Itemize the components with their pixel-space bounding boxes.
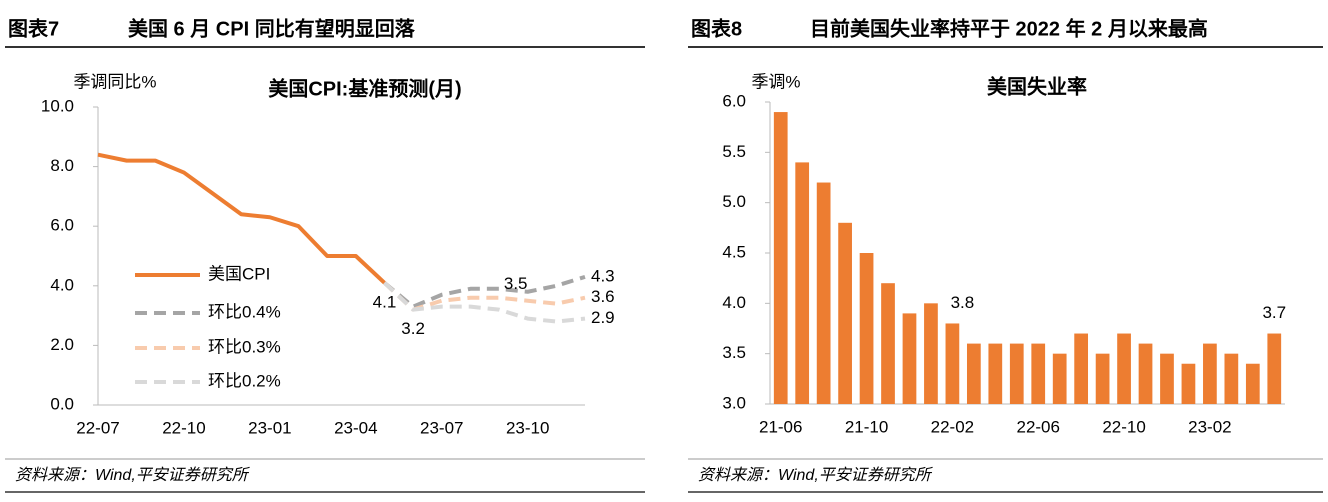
y-tick-label: 3.5 <box>722 343 746 362</box>
x-tick-label: 23-07 <box>420 418 463 437</box>
bar <box>924 303 938 404</box>
legend-label: 环比0.2% <box>208 371 281 390</box>
bar <box>945 323 960 404</box>
y-tick-label: 5.5 <box>722 142 746 161</box>
line-series <box>383 281 586 324</box>
data-label: 4.3 <box>591 266 615 285</box>
bar <box>1074 333 1089 404</box>
x-tick-label: 23-04 <box>334 418 377 437</box>
bar <box>1267 333 1282 404</box>
y-tick-label: 6.0 <box>50 216 74 235</box>
x-tick-label: 23-02 <box>1188 417 1231 436</box>
source: 资料来源：Wind,平安证券研究所 <box>15 466 251 484</box>
y-tick-label: 3.0 <box>722 393 746 412</box>
line-series <box>97 152 386 285</box>
bar <box>966 343 981 404</box>
x-tick-label: 22-10 <box>1102 417 1145 436</box>
bar <box>1009 343 1024 404</box>
bar <box>902 313 917 404</box>
x-tick-label: 22-02 <box>931 417 974 436</box>
bar <box>838 222 852 404</box>
data-label: 2.9 <box>591 308 615 327</box>
legend-label: 美国CPI <box>208 264 270 283</box>
x-tick-label: 23-10 <box>506 418 549 437</box>
bar <box>881 283 895 404</box>
figure-heading: 美国 6 月 CPI 同比有望明显回落 <box>128 16 416 40</box>
legend-label: 环比0.4% <box>208 302 281 321</box>
bar <box>1245 363 1260 404</box>
x-tick-label: 21-06 <box>759 417 802 436</box>
bar <box>1181 363 1196 404</box>
y-tick-label: 2.0 <box>50 335 74 354</box>
data-label: 3.6 <box>591 287 615 306</box>
bar <box>988 343 1003 404</box>
x-tick-label: 23-01 <box>248 418 291 437</box>
data-label: 3.7 <box>1262 303 1286 322</box>
y-tick-label: 0.0 <box>50 394 74 413</box>
chart-title: 美国失业率 <box>987 74 1087 98</box>
bar <box>1052 353 1067 404</box>
bar <box>1160 353 1174 404</box>
bar <box>1224 353 1239 404</box>
x-tick-label: 22-10 <box>162 418 205 437</box>
data-label: 3.2 <box>401 319 425 338</box>
y-tick-label: 4.0 <box>722 293 746 312</box>
bar <box>1117 333 1131 404</box>
figure-label: 图表8 <box>691 16 742 40</box>
y-tick-label: 6.0 <box>722 91 746 110</box>
bar <box>1203 343 1217 404</box>
x-tick-label: 22-07 <box>76 418 119 437</box>
bar <box>1095 353 1110 404</box>
data-label: 3.8 <box>951 293 975 312</box>
chart-title: 美国CPI:基准预测(月) <box>268 76 461 100</box>
source: 资料来源：Wind,平安证券研究所 <box>698 466 934 484</box>
y-axis-label: 季调同比% <box>73 72 156 91</box>
figure-heading: 目前美国失业率持平于 2022 年 2 月以来最高 <box>810 16 1208 40</box>
figure-label: 图表7 <box>8 16 59 40</box>
bar <box>1031 343 1046 404</box>
bar <box>773 112 788 405</box>
x-tick-label: 21-10 <box>845 417 888 436</box>
bar <box>1138 343 1153 404</box>
y-tick-label: 4.5 <box>722 242 746 261</box>
y-tick-label: 4.0 <box>50 275 74 294</box>
y-tick-label: 8.0 <box>50 156 74 175</box>
data-label: 4.1 <box>373 292 397 311</box>
y-tick-label: 10.0 <box>41 96 74 115</box>
line-series <box>383 274 586 309</box>
y-tick-label: 5.0 <box>722 192 746 211</box>
bar <box>795 162 810 404</box>
legend-label: 环比0.3% <box>208 337 281 356</box>
y-axis-label: 季调% <box>751 72 800 91</box>
x-tick-label: 22-06 <box>1016 417 1059 436</box>
bar <box>816 182 831 404</box>
bar <box>859 253 874 404</box>
data-label: 3.5 <box>504 274 528 293</box>
